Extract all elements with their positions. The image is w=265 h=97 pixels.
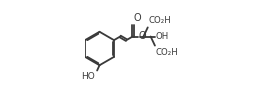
Text: CO₂H: CO₂H: [155, 48, 178, 57]
Text: OH: OH: [156, 32, 169, 41]
Text: CO₂H: CO₂H: [148, 16, 171, 25]
Text: O: O: [133, 13, 141, 23]
Text: HO: HO: [81, 72, 95, 81]
Text: O: O: [139, 31, 147, 41]
